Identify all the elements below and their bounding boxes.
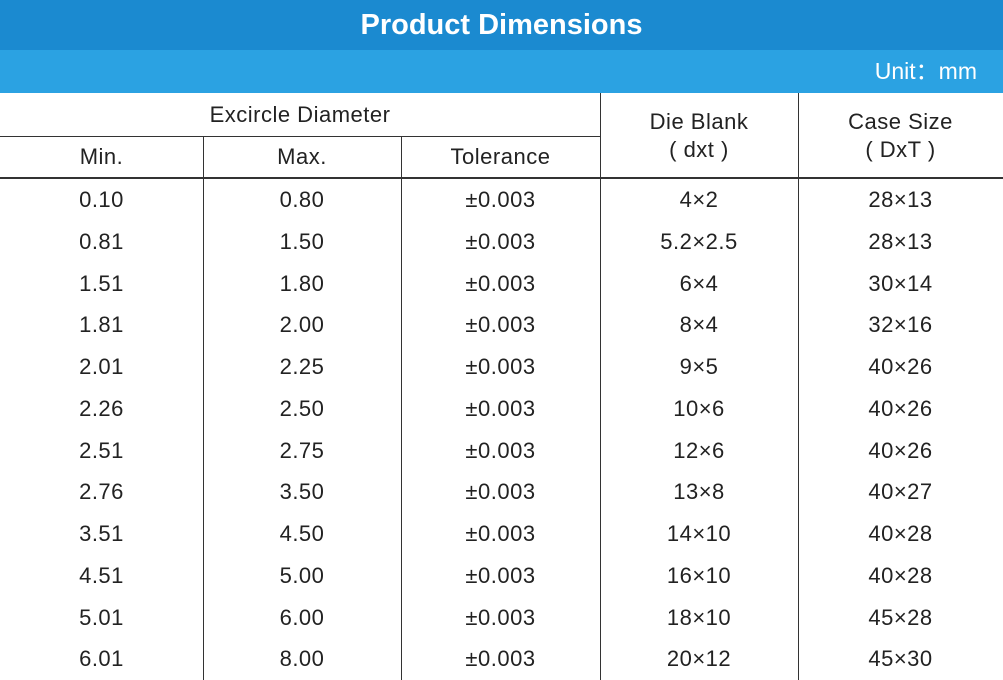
table-cell: 12×6 [673,437,725,463]
table-cell: 3.51 [79,521,124,546]
table-cell: 5.00 [279,562,325,588]
table-cell: ±0.003 [465,562,536,588]
table-cell: 40×28 [868,521,933,546]
table-cell: 8×4 [679,312,719,338]
table-cell: 1.51 [79,270,124,296]
table-cell: 40×27 [868,479,933,505]
column-header: Min. [79,144,124,169]
table-cell: 2.76 [79,479,124,505]
table-cell: ±0.003 [465,646,536,672]
table-cell: 4.51 [79,562,124,588]
column-header: Max. [277,144,327,169]
table-cell: 13×8 [673,479,725,505]
column-header: Tolerance [450,144,551,169]
table-cell: 2.50 [279,395,325,421]
rule [0,136,600,137]
table-cell: 28×13 [868,187,933,212]
title: Product Dimensions [360,8,643,41]
table-cell: 8.00 [279,646,325,672]
column-header: ( dxt ) [669,137,729,162]
table-cell: 40×26 [868,354,933,379]
table-cell: 2.51 [79,437,124,463]
rule [798,93,799,680]
table-cell: 3.50 [279,479,325,505]
table-cell: 1.50 [279,228,325,254]
table-cell: 18×10 [666,604,732,630]
column-header: ( DxT ) [865,137,936,162]
column-header: Case Size [848,109,953,134]
table-cell: 2.25 [279,354,325,379]
group-header: Excircle Diameter [209,102,391,127]
table-cell: ±0.003 [465,270,536,296]
table-cell: ±0.003 [465,604,536,630]
table-cell: ±0.003 [465,479,536,505]
table-cell: 20×12 [666,646,732,672]
table-cell: ±0.003 [465,395,536,421]
table-cell: 2.01 [79,354,124,379]
table-cell: 4×2 [679,187,719,212]
rule [203,136,204,680]
rule [401,136,402,680]
table-cell: 45×30 [868,646,933,672]
table-cell: ±0.003 [465,521,536,546]
table-cell: 5.01 [79,604,124,630]
table-cell: 45×28 [868,604,933,630]
table-cell: 14×10 [666,521,732,546]
table-cell: 9×5 [679,354,719,379]
table-cell: 16×10 [666,562,732,588]
column-header: Die Blank [649,109,749,134]
table-cell: 6×4 [679,270,719,296]
table-cell: 2.00 [279,312,325,338]
table-cell: 10×6 [673,395,725,421]
table-cell: ±0.003 [465,228,536,254]
unit-bar [0,50,1003,93]
table-cell: 2.75 [279,437,325,463]
table-cell: ±0.003 [465,354,536,379]
title-bar: Product Dimensions [0,0,1003,50]
table-cell: 4.50 [279,521,325,546]
table-cell: 40×26 [868,437,933,463]
table-cell: ±0.003 [465,437,536,463]
table-cell: 1.81 [79,312,124,338]
table-cell: 2.26 [79,395,124,421]
table-cell: 6.00 [279,604,325,630]
table-cell: 6.01 [79,646,124,672]
table-cell: 28×13 [868,228,933,254]
table-cell: 40×26 [868,395,933,421]
table-cell: 1.80 [279,270,325,296]
table-cell: ±0.003 [465,312,536,338]
table-cell: 0.81 [79,228,124,254]
table-cell: 0.10 [79,187,124,212]
rule [600,93,601,680]
table-cell: 5.2×2.5 [660,228,738,254]
table-cell: ±0.003 [465,187,536,212]
rule [0,177,1003,179]
table-cell: 30×14 [868,270,933,296]
unit-label: Unit：mm [874,58,977,84]
table-cell: 32×16 [868,312,933,338]
table-cell: 0.80 [279,187,325,212]
table-cell: 40×28 [868,562,933,588]
